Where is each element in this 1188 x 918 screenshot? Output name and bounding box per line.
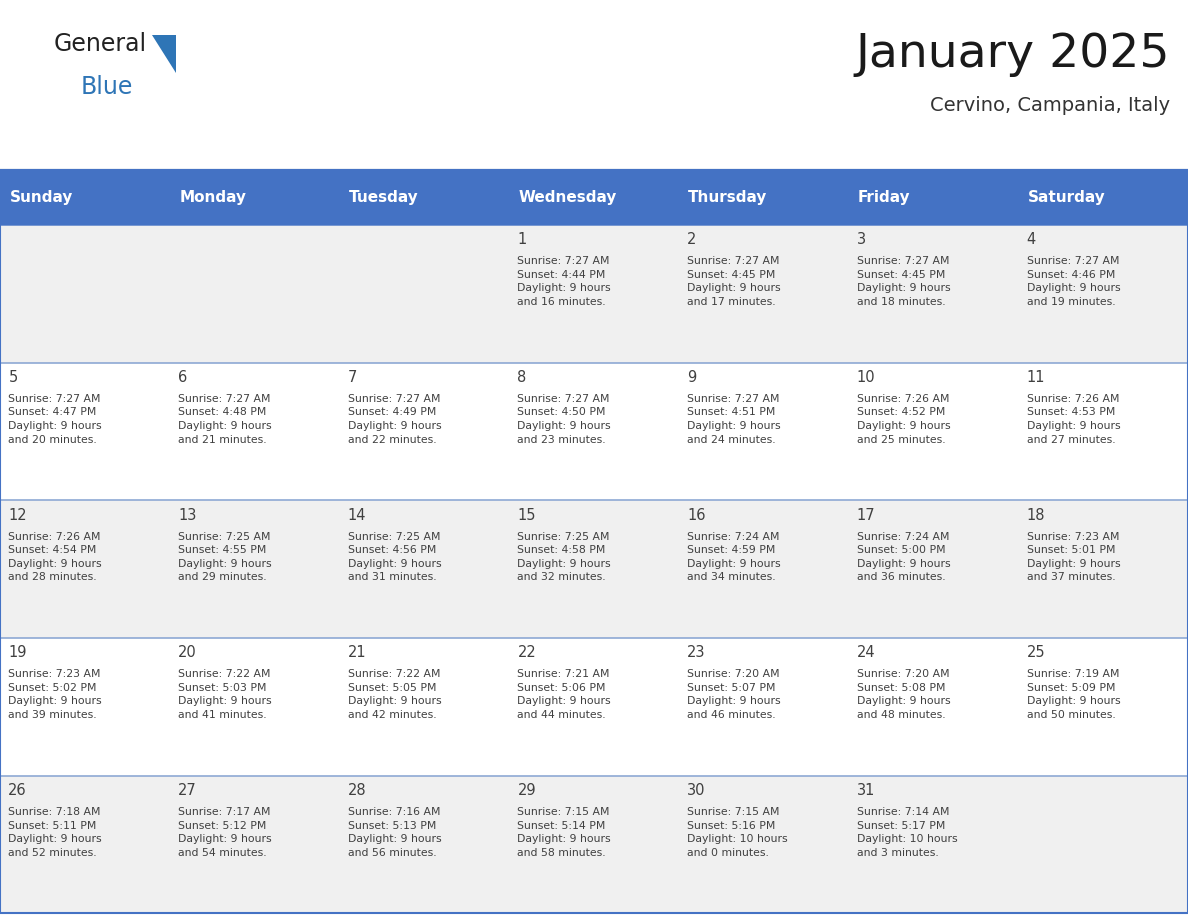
Text: 17: 17 — [857, 508, 876, 522]
Text: 21: 21 — [348, 645, 366, 660]
Bar — [0, 500, 1188, 638]
Text: Sunrise: 7:19 AM
Sunset: 5:09 PM
Daylight: 9 hours
and 50 minutes.: Sunrise: 7:19 AM Sunset: 5:09 PM Dayligh… — [1026, 669, 1120, 720]
Text: 28: 28 — [348, 783, 366, 798]
Text: Sunrise: 7:27 AM
Sunset: 4:45 PM
Daylight: 9 hours
and 17 minutes.: Sunrise: 7:27 AM Sunset: 4:45 PM Dayligh… — [687, 256, 781, 307]
Text: Sunrise: 7:24 AM
Sunset: 5:00 PM
Daylight: 9 hours
and 36 minutes.: Sunrise: 7:24 AM Sunset: 5:00 PM Dayligh… — [857, 532, 950, 582]
Bar — [0, 363, 1188, 500]
Text: 9: 9 — [687, 370, 696, 385]
Text: 15: 15 — [518, 508, 536, 522]
Text: 14: 14 — [348, 508, 366, 522]
Text: Sunrise: 7:18 AM
Sunset: 5:11 PM
Daylight: 9 hours
and 52 minutes.: Sunrise: 7:18 AM Sunset: 5:11 PM Dayligh… — [8, 807, 102, 857]
Text: Monday: Monday — [179, 190, 246, 205]
Text: January 2025: January 2025 — [855, 32, 1170, 77]
Text: Sunrise: 7:27 AM
Sunset: 4:44 PM
Daylight: 9 hours
and 16 minutes.: Sunrise: 7:27 AM Sunset: 4:44 PM Dayligh… — [518, 256, 611, 307]
Text: Sunrise: 7:15 AM
Sunset: 5:16 PM
Daylight: 10 hours
and 0 minutes.: Sunrise: 7:15 AM Sunset: 5:16 PM Dayligh… — [687, 807, 788, 857]
Text: 7: 7 — [348, 370, 358, 385]
Text: 3: 3 — [857, 232, 866, 247]
Text: 31: 31 — [857, 783, 876, 798]
Text: 30: 30 — [687, 783, 706, 798]
Text: Saturday: Saturday — [1028, 190, 1106, 205]
Text: Sunday: Sunday — [10, 190, 72, 205]
Text: 10: 10 — [857, 370, 876, 385]
Text: Sunrise: 7:17 AM
Sunset: 5:12 PM
Daylight: 9 hours
and 54 minutes.: Sunrise: 7:17 AM Sunset: 5:12 PM Dayligh… — [178, 807, 272, 857]
Text: 26: 26 — [8, 783, 27, 798]
Text: 2: 2 — [687, 232, 696, 247]
Text: Sunrise: 7:27 AM
Sunset: 4:46 PM
Daylight: 9 hours
and 19 minutes.: Sunrise: 7:27 AM Sunset: 4:46 PM Dayligh… — [1026, 256, 1120, 307]
Text: Friday: Friday — [858, 190, 911, 205]
Text: 25: 25 — [1026, 645, 1045, 660]
Text: Sunrise: 7:26 AM
Sunset: 4:54 PM
Daylight: 9 hours
and 28 minutes.: Sunrise: 7:26 AM Sunset: 4:54 PM Dayligh… — [8, 532, 102, 582]
Text: Sunrise: 7:22 AM
Sunset: 5:05 PM
Daylight: 9 hours
and 42 minutes.: Sunrise: 7:22 AM Sunset: 5:05 PM Dayligh… — [348, 669, 442, 720]
Text: General: General — [53, 32, 146, 56]
Text: 16: 16 — [687, 508, 706, 522]
Text: Sunrise: 7:20 AM
Sunset: 5:08 PM
Daylight: 9 hours
and 48 minutes.: Sunrise: 7:20 AM Sunset: 5:08 PM Dayligh… — [857, 669, 950, 720]
Text: 20: 20 — [178, 645, 197, 660]
Text: Sunrise: 7:27 AM
Sunset: 4:51 PM
Daylight: 9 hours
and 24 minutes.: Sunrise: 7:27 AM Sunset: 4:51 PM Dayligh… — [687, 394, 781, 444]
Text: Sunrise: 7:23 AM
Sunset: 5:02 PM
Daylight: 9 hours
and 39 minutes.: Sunrise: 7:23 AM Sunset: 5:02 PM Dayligh… — [8, 669, 102, 720]
Text: 23: 23 — [687, 645, 706, 660]
Text: Sunrise: 7:23 AM
Sunset: 5:01 PM
Daylight: 9 hours
and 37 minutes.: Sunrise: 7:23 AM Sunset: 5:01 PM Dayligh… — [1026, 532, 1120, 582]
Text: Cervino, Campania, Italy: Cervino, Campania, Italy — [930, 96, 1170, 116]
Text: Tuesday: Tuesday — [349, 190, 418, 205]
Text: 4: 4 — [1026, 232, 1036, 247]
Text: 5: 5 — [8, 370, 18, 385]
Text: Thursday: Thursday — [688, 190, 767, 205]
Text: Sunrise: 7:27 AM
Sunset: 4:50 PM
Daylight: 9 hours
and 23 minutes.: Sunrise: 7:27 AM Sunset: 4:50 PM Dayligh… — [518, 394, 611, 444]
Bar — [0, 776, 1188, 913]
Bar — [0, 170, 1188, 225]
Text: Sunrise: 7:24 AM
Sunset: 4:59 PM
Daylight: 9 hours
and 34 minutes.: Sunrise: 7:24 AM Sunset: 4:59 PM Dayligh… — [687, 532, 781, 582]
Text: Sunrise: 7:15 AM
Sunset: 5:14 PM
Daylight: 9 hours
and 58 minutes.: Sunrise: 7:15 AM Sunset: 5:14 PM Dayligh… — [518, 807, 611, 857]
Text: Sunrise: 7:25 AM
Sunset: 4:56 PM
Daylight: 9 hours
and 31 minutes.: Sunrise: 7:25 AM Sunset: 4:56 PM Dayligh… — [348, 532, 442, 582]
Text: Sunrise: 7:27 AM
Sunset: 4:49 PM
Daylight: 9 hours
and 22 minutes.: Sunrise: 7:27 AM Sunset: 4:49 PM Dayligh… — [348, 394, 442, 444]
Text: Sunrise: 7:25 AM
Sunset: 4:58 PM
Daylight: 9 hours
and 32 minutes.: Sunrise: 7:25 AM Sunset: 4:58 PM Dayligh… — [518, 532, 611, 582]
Text: Wednesday: Wednesday — [519, 190, 617, 205]
Text: Sunrise: 7:26 AM
Sunset: 4:52 PM
Daylight: 9 hours
and 25 minutes.: Sunrise: 7:26 AM Sunset: 4:52 PM Dayligh… — [857, 394, 950, 444]
Polygon shape — [152, 35, 176, 73]
Text: 22: 22 — [518, 645, 536, 660]
Text: Sunrise: 7:27 AM
Sunset: 4:47 PM
Daylight: 9 hours
and 20 minutes.: Sunrise: 7:27 AM Sunset: 4:47 PM Dayligh… — [8, 394, 102, 444]
Text: Sunrise: 7:16 AM
Sunset: 5:13 PM
Daylight: 9 hours
and 56 minutes.: Sunrise: 7:16 AM Sunset: 5:13 PM Dayligh… — [348, 807, 442, 857]
Text: Blue: Blue — [81, 75, 133, 99]
Bar — [0, 225, 1188, 363]
Text: 13: 13 — [178, 508, 196, 522]
Text: 11: 11 — [1026, 370, 1045, 385]
Text: Sunrise: 7:20 AM
Sunset: 5:07 PM
Daylight: 9 hours
and 46 minutes.: Sunrise: 7:20 AM Sunset: 5:07 PM Dayligh… — [687, 669, 781, 720]
Text: 24: 24 — [857, 645, 876, 660]
Text: 6: 6 — [178, 370, 188, 385]
Text: 1: 1 — [518, 232, 526, 247]
Text: Sunrise: 7:21 AM
Sunset: 5:06 PM
Daylight: 9 hours
and 44 minutes.: Sunrise: 7:21 AM Sunset: 5:06 PM Dayligh… — [518, 669, 611, 720]
Text: 18: 18 — [1026, 508, 1045, 522]
Text: Sunrise: 7:27 AM
Sunset: 4:45 PM
Daylight: 9 hours
and 18 minutes.: Sunrise: 7:27 AM Sunset: 4:45 PM Dayligh… — [857, 256, 950, 307]
Text: Sunrise: 7:14 AM
Sunset: 5:17 PM
Daylight: 10 hours
and 3 minutes.: Sunrise: 7:14 AM Sunset: 5:17 PM Dayligh… — [857, 807, 958, 857]
Text: 12: 12 — [8, 508, 27, 522]
Text: Sunrise: 7:27 AM
Sunset: 4:48 PM
Daylight: 9 hours
and 21 minutes.: Sunrise: 7:27 AM Sunset: 4:48 PM Dayligh… — [178, 394, 272, 444]
Text: 27: 27 — [178, 783, 197, 798]
Text: Sunrise: 7:22 AM
Sunset: 5:03 PM
Daylight: 9 hours
and 41 minutes.: Sunrise: 7:22 AM Sunset: 5:03 PM Dayligh… — [178, 669, 272, 720]
Bar — [0, 638, 1188, 776]
Text: 8: 8 — [518, 370, 526, 385]
Text: 29: 29 — [518, 783, 536, 798]
Text: Sunrise: 7:26 AM
Sunset: 4:53 PM
Daylight: 9 hours
and 27 minutes.: Sunrise: 7:26 AM Sunset: 4:53 PM Dayligh… — [1026, 394, 1120, 444]
Text: Sunrise: 7:25 AM
Sunset: 4:55 PM
Daylight: 9 hours
and 29 minutes.: Sunrise: 7:25 AM Sunset: 4:55 PM Dayligh… — [178, 532, 272, 582]
Text: 19: 19 — [8, 645, 27, 660]
Bar — [0, 170, 1188, 913]
